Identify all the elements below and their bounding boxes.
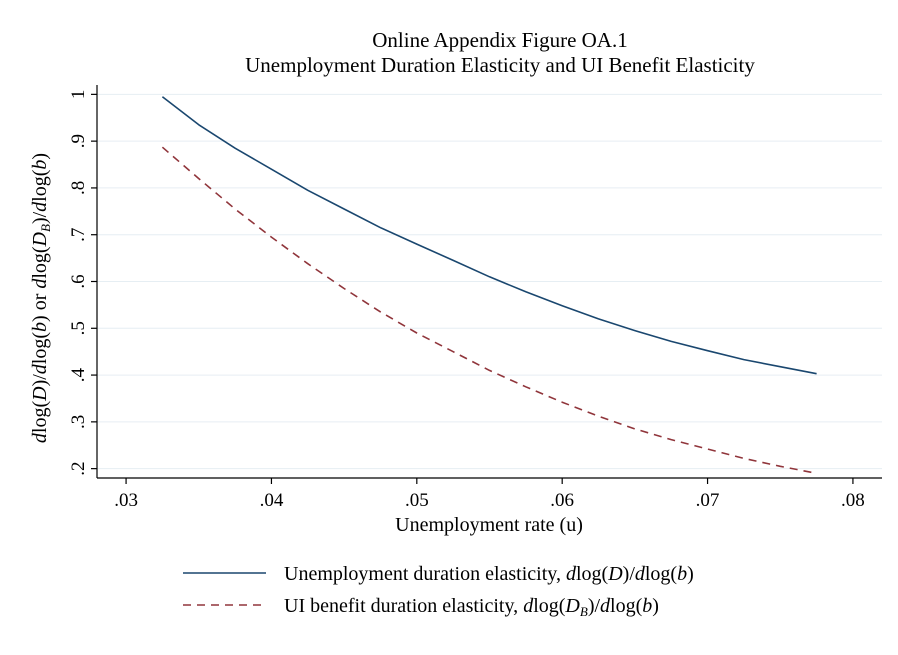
series-line-unemployment-duration — [161, 96, 817, 375]
x-tick-label: .07 — [696, 490, 720, 511]
x-tick-label: .03 — [114, 490, 138, 511]
y-tick-label: .5 — [68, 321, 89, 335]
legend: Unemployment duration elasticity, dlog(D… — [183, 563, 694, 619]
y-axis-label: dlog(D)/dlog(b) or dlog(DB)/dlog(b) — [29, 153, 53, 443]
chart-subtitle: Unemployment Duration Elasticity and UI … — [245, 53, 755, 77]
legend-label-unemployment-duration: Unemployment duration elasticity, dlog(D… — [284, 563, 694, 585]
series-layer — [161, 96, 817, 475]
x-tick-label: .06 — [550, 490, 574, 511]
y-tick-label: .2 — [68, 462, 89, 476]
y-tick-label: .8 — [68, 181, 89, 195]
chart-title: Online Appendix Figure OA.1 — [372, 28, 627, 52]
y-tick-label: .6 — [68, 274, 89, 288]
axes: .2 .3 .4 .5 .6 .7 .8 .9 1 .03 .04 .05 .06 .07 .08 — [68, 85, 882, 511]
x-tick-label: .04 — [260, 490, 284, 511]
y-tick-label: .3 — [68, 415, 89, 429]
x-axis-label: Unemployment rate (u) — [395, 514, 583, 536]
y-tick-label: 1 — [68, 90, 89, 100]
x-tick-label: .05 — [405, 490, 429, 511]
legend-label-ui-benefit-duration: UI benefit duration elasticity, dlog(DB)… — [284, 595, 659, 619]
y-tick-label: .7 — [68, 228, 89, 242]
x-tick-label: .08 — [841, 490, 865, 511]
y-tick-label: .9 — [68, 134, 89, 148]
y-tick-label: .4 — [68, 367, 89, 382]
grid — [97, 93, 882, 470]
series-line-ui-benefit-duration — [161, 146, 817, 475]
